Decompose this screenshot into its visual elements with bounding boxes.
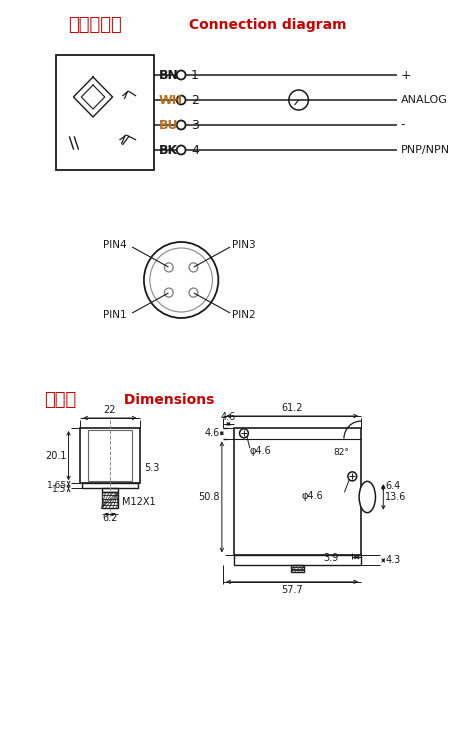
Text: Connection diagram: Connection diagram	[184, 18, 346, 32]
Text: 5.3: 5.3	[144, 463, 159, 473]
Text: φ4.6: φ4.6	[301, 491, 322, 502]
Bar	[101, 487, 118, 492]
Text: 4.6: 4.6	[204, 428, 219, 439]
Text: 61.2: 61.2	[281, 403, 302, 413]
Text: PIN2: PIN2	[231, 310, 255, 320]
Text: 20.1: 20.1	[45, 450, 67, 461]
Text: PNP/NPN: PNP/NPN	[400, 145, 448, 155]
Circle shape	[176, 70, 185, 79]
Circle shape	[144, 242, 218, 318]
Text: 22: 22	[103, 405, 116, 415]
Bar	[80, 428, 139, 483]
Circle shape	[189, 263, 197, 272]
Bar	[233, 428, 360, 556]
Text: 6.2: 6.2	[102, 513, 118, 523]
Text: 电气接线图: 电气接线图	[68, 16, 122, 34]
Circle shape	[150, 248, 212, 312]
Text: PIN1: PIN1	[102, 310, 126, 320]
Text: BN: BN	[158, 68, 178, 82]
Text: 2: 2	[190, 93, 198, 107]
Bar	[101, 492, 118, 508]
Text: 82°: 82°	[333, 448, 349, 457]
Text: 57.7: 57.7	[280, 585, 302, 595]
Text: Dimensions: Dimensions	[119, 393, 214, 407]
Circle shape	[164, 288, 173, 297]
Text: 50.8: 50.8	[198, 492, 219, 502]
Text: 尺寸图: 尺寸图	[44, 391, 76, 409]
Bar	[88, 430, 131, 482]
Text: 1.65: 1.65	[46, 481, 67, 490]
Circle shape	[164, 263, 173, 272]
Circle shape	[239, 429, 248, 438]
Bar	[82, 483, 137, 487]
Text: -: -	[400, 119, 404, 131]
Text: 4: 4	[190, 143, 198, 157]
Bar	[233, 556, 360, 565]
Text: PIN4: PIN4	[102, 240, 126, 250]
Text: 3: 3	[190, 119, 198, 131]
Text: +: +	[400, 68, 410, 82]
Circle shape	[189, 288, 197, 297]
Text: 13.6: 13.6	[385, 492, 406, 502]
Text: 4.3: 4.3	[385, 555, 400, 565]
Text: PIN3: PIN3	[231, 240, 255, 250]
Circle shape	[288, 90, 308, 110]
Text: 4.6: 4.6	[220, 412, 235, 422]
Text: BU: BU	[158, 119, 178, 131]
Text: 1: 1	[190, 68, 198, 82]
Text: ANALOG: ANALOG	[400, 95, 446, 105]
Text: 1.5: 1.5	[52, 485, 67, 494]
Circle shape	[176, 145, 185, 154]
Circle shape	[176, 120, 185, 130]
Ellipse shape	[358, 482, 375, 513]
Text: M12X1: M12X1	[122, 497, 156, 507]
Text: φ4.6: φ4.6	[249, 446, 271, 456]
Text: WH: WH	[158, 93, 182, 107]
Bar	[291, 565, 303, 572]
Circle shape	[176, 96, 185, 105]
Circle shape	[347, 472, 356, 481]
Bar	[56, 55, 153, 170]
Text: BK: BK	[158, 143, 177, 157]
Text: 6.4: 6.4	[385, 481, 400, 491]
Text: 3.9: 3.9	[323, 554, 338, 563]
